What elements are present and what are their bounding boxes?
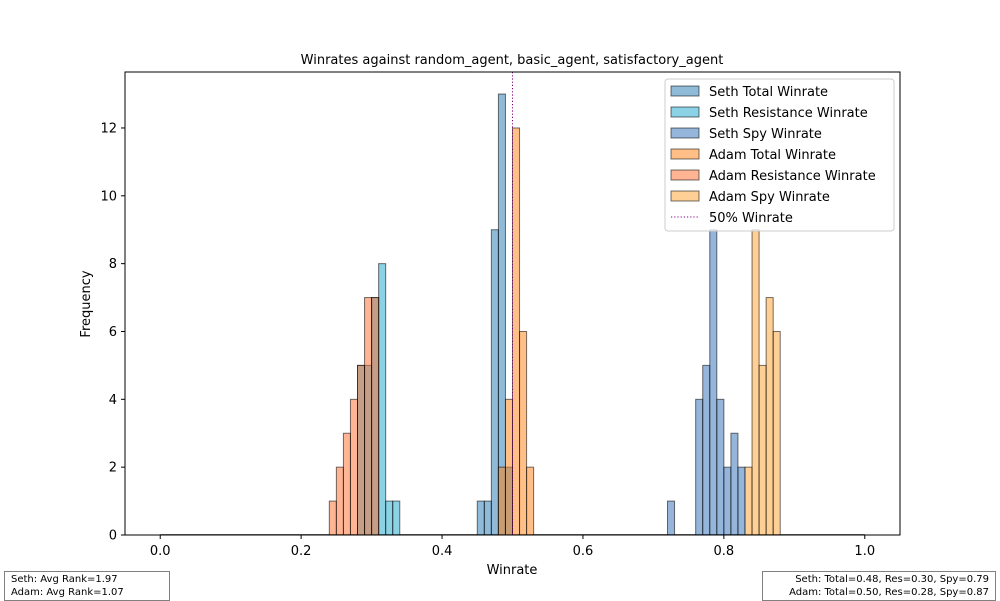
- x-axis-label: Winrate: [487, 563, 538, 578]
- bar-seth-spy-winrate: [716, 398, 725, 536]
- mean-winrate-adam: Adam: Total=0.50, Res=0.28, Spy=0.87: [789, 587, 989, 598]
- y-axis-label: Frequency: [79, 270, 94, 337]
- bar-adam-spy-winrate: [751, 229, 760, 536]
- x-tick-label: 0.2: [291, 544, 312, 559]
- avg-rank-box: Seth: Avg Rank=1.97 Adam: Avg Rank=1.07: [4, 571, 170, 601]
- y-tick-label: 6: [109, 325, 117, 340]
- bar-adam-spy-winrate: [772, 330, 781, 536]
- bar-seth-spy-winrate: [695, 398, 704, 536]
- bar-seth-spy-winrate: [709, 229, 718, 536]
- y-axis-ticks: 0 2 4 6 8 10 12: [100, 121, 125, 544]
- bar-adam-resistance-winrate: [349, 398, 359, 536]
- avg-rank-seth: Seth: Avg Rank=1.97: [11, 574, 118, 585]
- bar-adam-resistance-winrate: [335, 466, 344, 536]
- bar-adam-spy-winrate: [744, 466, 753, 536]
- bar-adam-spy-winrate: [765, 297, 774, 536]
- legend-swatch: [670, 148, 700, 160]
- x-tick-label: 0.6: [573, 544, 594, 559]
- legend-label: 50% Winrate: [709, 211, 793, 226]
- bar-adam-resistance-winrate: [342, 432, 351, 536]
- bar-adam-resistance-winrate: [357, 364, 366, 536]
- y-tick-label: 10: [100, 189, 117, 204]
- y-tick-label: 12: [100, 121, 117, 136]
- y-tick-label: 2: [109, 461, 117, 476]
- x-tick-label: 1.0: [854, 544, 875, 559]
- y-tick-label: 0: [109, 529, 117, 544]
- chart-title: Winrates against random_agent, basic_age…: [301, 53, 724, 68]
- bar-seth-spy-winrate: [667, 500, 676, 536]
- mean-winrate-box: Seth: Total=0.48, Res=0.30, Spy=0.79 Ada…: [762, 571, 996, 601]
- legend-label: Adam Total Winrate: [709, 148, 836, 163]
- legend-label: Seth Spy Winrate: [709, 127, 822, 142]
- bar-adam-total-winrate: [504, 398, 514, 536]
- x-tick-label: 0.0: [150, 544, 171, 559]
- bar-adam-spy-winrate: [758, 364, 767, 536]
- avg-rank-adam: Adam: Avg Rank=1.07: [11, 587, 124, 598]
- bar-adam-total-winrate: [519, 330, 528, 536]
- legend-swatch: [670, 85, 700, 97]
- y-tick-label: 8: [109, 257, 117, 272]
- legend-label: Seth Total Winrate: [709, 85, 828, 100]
- y-tick-label: 4: [109, 393, 117, 408]
- legend-label: Adam Resistance Winrate: [709, 169, 876, 184]
- mean-winrate-seth: Seth: Total=0.48, Res=0.30, Spy=0.79: [795, 574, 989, 585]
- bar-seth-resistance-winrate: [385, 500, 394, 536]
- bar-seth-total-winrate: [490, 229, 499, 536]
- x-axis-ticks: 0.0 0.2 0.4 0.6 0.8 1.0: [150, 535, 875, 559]
- bar-seth-spy-winrate: [702, 364, 711, 536]
- bar-seth-resistance-winrate: [392, 500, 401, 536]
- bar-adam-total-winrate: [497, 466, 506, 536]
- bar-adam-resistance-winrate: [364, 297, 373, 536]
- x-tick-label: 0.4: [432, 544, 453, 559]
- bar-adam-total-winrate: [526, 466, 535, 536]
- legend-frame: [664, 78, 895, 232]
- legend-label: Adam Spy Winrate: [709, 190, 830, 205]
- legend-swatch: [670, 127, 700, 139]
- legend-swatch: [670, 169, 700, 181]
- bar-seth-spy-winrate: [723, 466, 732, 536]
- bar-seth-total-winrate: [476, 500, 485, 536]
- legend: Seth Total Winrate Seth Resistance Winrat…: [664, 78, 895, 232]
- bar-seth-total-winrate: [483, 500, 492, 536]
- plot-frame: [124, 71, 901, 536]
- bar-seth-spy-winrate: [730, 432, 739, 536]
- legend-swatch: [670, 190, 700, 202]
- bar-seth-resistance-winrate: [378, 263, 387, 536]
- bar-seth-spy-winrate: [737, 466, 746, 536]
- histogram-bars: [160, 93, 865, 536]
- x-tick-label: 0.8: [714, 544, 735, 559]
- legend-swatch: [670, 106, 700, 118]
- bar-adam-resistance-winrate: [328, 500, 337, 536]
- bar-adam-resistance-winrate: [371, 297, 380, 536]
- bar-adam-total-winrate: [512, 127, 521, 536]
- legend-label: Seth Resistance Winrate: [709, 106, 868, 121]
